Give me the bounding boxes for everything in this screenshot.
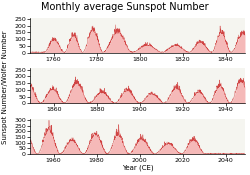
Text: Monthly average Sunspot Number: Monthly average Sunspot Number [41,2,209,12]
Text: Sunspot Number/Wolfer Number: Sunspot Number/Wolfer Number [2,31,8,144]
X-axis label: Year (CE): Year (CE) [122,164,153,171]
